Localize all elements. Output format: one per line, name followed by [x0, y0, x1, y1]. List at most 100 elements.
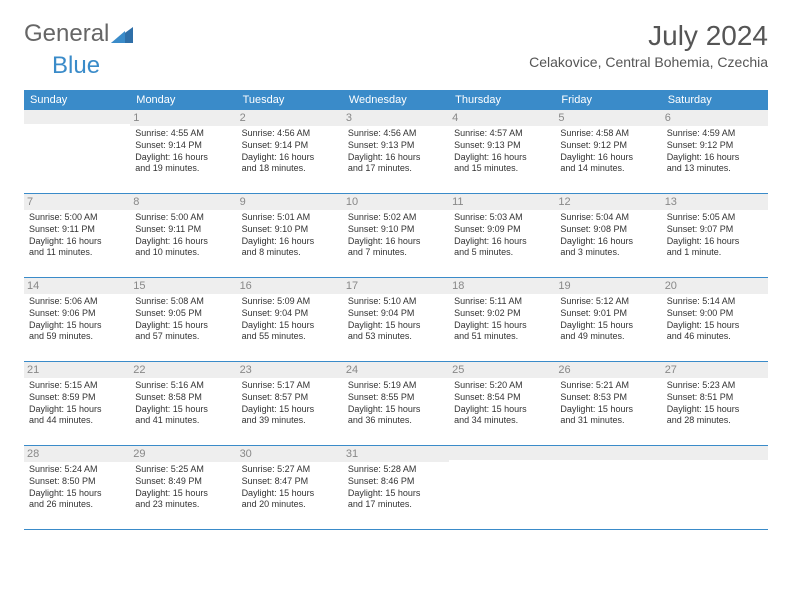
- sunset-text: Sunset: 9:13 PM: [348, 140, 444, 152]
- day-number: 27: [662, 362, 768, 378]
- daylight-text: and 53 minutes.: [348, 331, 444, 343]
- weekday-header: Sunday: [24, 90, 130, 110]
- daylight-text: Daylight: 15 hours: [242, 320, 338, 332]
- sunset-text: Sunset: 9:14 PM: [242, 140, 338, 152]
- daylight-text: and 41 minutes.: [135, 415, 231, 427]
- calendar-cell: 16Sunrise: 5:09 AMSunset: 9:04 PMDayligh…: [237, 278, 343, 362]
- sunset-text: Sunset: 9:04 PM: [348, 308, 444, 320]
- sunrise-text: Sunrise: 5:00 AM: [29, 212, 125, 224]
- daylight-text: and 7 minutes.: [348, 247, 444, 259]
- calendar-cell: 3Sunrise: 4:56 AMSunset: 9:13 PMDaylight…: [343, 110, 449, 194]
- calendar-cell: 27Sunrise: 5:23 AMSunset: 8:51 PMDayligh…: [662, 362, 768, 446]
- calendar-cell: 31Sunrise: 5:28 AMSunset: 8:46 PMDayligh…: [343, 446, 449, 530]
- daylight-text: Daylight: 15 hours: [667, 404, 763, 416]
- daylight-text: Daylight: 15 hours: [29, 488, 125, 500]
- daylight-text: Daylight: 15 hours: [348, 404, 444, 416]
- sunset-text: Sunset: 9:06 PM: [29, 308, 125, 320]
- daylight-text: Daylight: 16 hours: [560, 236, 656, 248]
- daylight-text: Daylight: 15 hours: [560, 404, 656, 416]
- day-number: 13: [662, 194, 768, 210]
- sunset-text: Sunset: 8:57 PM: [242, 392, 338, 404]
- daylight-text: Daylight: 16 hours: [454, 152, 550, 164]
- day-number: 9: [237, 194, 343, 210]
- daylight-text: and 3 minutes.: [560, 247, 656, 259]
- daylight-text: and 55 minutes.: [242, 331, 338, 343]
- calendar-cell: 1Sunrise: 4:55 AMSunset: 9:14 PMDaylight…: [130, 110, 236, 194]
- daylight-text: Daylight: 15 hours: [560, 320, 656, 332]
- day-number: 6: [662, 110, 768, 126]
- day-number: 21: [24, 362, 130, 378]
- sunrise-text: Sunrise: 5:25 AM: [135, 464, 231, 476]
- calendar-week-row: 28Sunrise: 5:24 AMSunset: 8:50 PMDayligh…: [24, 446, 768, 530]
- sunrise-text: Sunrise: 5:08 AM: [135, 296, 231, 308]
- sunrise-text: Sunrise: 4:56 AM: [348, 128, 444, 140]
- daylight-text: Daylight: 15 hours: [242, 404, 338, 416]
- calendar-cell: 15Sunrise: 5:08 AMSunset: 9:05 PMDayligh…: [130, 278, 236, 362]
- day-number: 29: [130, 446, 236, 462]
- day-number: 26: [555, 362, 661, 378]
- day-number: 22: [130, 362, 236, 378]
- sunrise-text: Sunrise: 5:15 AM: [29, 380, 125, 392]
- sunrise-text: Sunrise: 5:16 AM: [135, 380, 231, 392]
- calendar-cell: [24, 110, 130, 194]
- sunset-text: Sunset: 9:01 PM: [560, 308, 656, 320]
- daylight-text: and 10 minutes.: [135, 247, 231, 259]
- calendar-cell: 8Sunrise: 5:00 AMSunset: 9:11 PMDaylight…: [130, 194, 236, 278]
- sunset-text: Sunset: 8:51 PM: [667, 392, 763, 404]
- daylight-text: and 23 minutes.: [135, 499, 231, 511]
- calendar-week-row: 21Sunrise: 5:15 AMSunset: 8:59 PMDayligh…: [24, 362, 768, 446]
- sunset-text: Sunset: 9:04 PM: [242, 308, 338, 320]
- sunset-text: Sunset: 9:00 PM: [667, 308, 763, 320]
- daylight-text: and 15 minutes.: [454, 163, 550, 175]
- empty-day-header: [662, 446, 768, 460]
- day-number: 30: [237, 446, 343, 462]
- calendar-cell: 19 Sunrise: 5:12 AMSunset: 9:01 PMDayligh…: [555, 278, 661, 362]
- daylight-text: Daylight: 16 hours: [242, 152, 338, 164]
- calendar-week-row: 1Sunrise: 4:55 AMSunset: 9:14 PMDaylight…: [24, 110, 768, 194]
- calendar-cell: 25Sunrise: 5:20 AMSunset: 8:54 PMDayligh…: [449, 362, 555, 446]
- empty-day-header: [555, 446, 661, 460]
- weekday-header: Tuesday: [237, 90, 343, 110]
- day-number: 4: [449, 110, 555, 126]
- sunrise-text: Sunrise: 5:12 AM: [560, 296, 656, 308]
- sunrise-text: Sunrise: 5:17 AM: [242, 380, 338, 392]
- sunset-text: Sunset: 8:55 PM: [348, 392, 444, 404]
- daylight-text: and 5 minutes.: [454, 247, 550, 259]
- daylight-text: Daylight: 15 hours: [454, 320, 550, 332]
- sunrise-text: Sunrise: 5:04 AM: [560, 212, 656, 224]
- daylight-text: and 31 minutes.: [560, 415, 656, 427]
- title-block: July 2024 Celakovice, Central Bohemia, C…: [529, 20, 768, 70]
- calendar-cell: 29Sunrise: 5:25 AMSunset: 8:49 PMDayligh…: [130, 446, 236, 530]
- calendar-page: General July 2024 Celakovice, Central Bo…: [0, 0, 792, 550]
- sunset-text: Sunset: 8:59 PM: [29, 392, 125, 404]
- sunrise-text: Sunrise: 5:20 AM: [454, 380, 550, 392]
- daylight-text: Daylight: 15 hours: [454, 404, 550, 416]
- sunset-text: Sunset: 9:11 PM: [135, 224, 231, 236]
- logo-text-2: Blue: [52, 52, 100, 80]
- daylight-text: Daylight: 15 hours: [29, 404, 125, 416]
- day-number: 2: [237, 110, 343, 126]
- day-number: 10: [343, 194, 449, 210]
- sunset-text: Sunset: 9:09 PM: [454, 224, 550, 236]
- sunset-text: Sunset: 9:02 PM: [454, 308, 550, 320]
- sunset-text: Sunset: 9:12 PM: [560, 140, 656, 152]
- sunrise-text: Sunrise: 5:02 AM: [348, 212, 444, 224]
- calendar-week-row: 7Sunrise: 5:00 AMSunset: 9:11 PMDaylight…: [24, 194, 768, 278]
- sunset-text: Sunset: 9:07 PM: [667, 224, 763, 236]
- sunset-text: Sunset: 9:14 PM: [135, 140, 231, 152]
- daylight-text: Daylight: 16 hours: [348, 236, 444, 248]
- daylight-text: and 49 minutes.: [560, 331, 656, 343]
- sunset-text: Sunset: 8:53 PM: [560, 392, 656, 404]
- calendar-cell: 30Sunrise: 5:27 AMSunset: 8:47 PMDayligh…: [237, 446, 343, 530]
- sunrise-text: Sunrise: 5:05 AM: [667, 212, 763, 224]
- day-number: 19: [555, 278, 661, 294]
- calendar-cell: 26 Sunrise: 5:21 AMSunset: 8:53 PMDayligh…: [555, 362, 661, 446]
- sunset-text: Sunset: 9:13 PM: [454, 140, 550, 152]
- weekday-header: Thursday: [449, 90, 555, 110]
- sunset-text: Sunset: 9:10 PM: [348, 224, 444, 236]
- daylight-text: and 34 minutes.: [454, 415, 550, 427]
- daylight-text: and 57 minutes.: [135, 331, 231, 343]
- sunset-text: Sunset: 9:12 PM: [667, 140, 763, 152]
- sunrise-text: Sunrise: 5:21 AM: [560, 380, 656, 392]
- day-number: 3: [343, 110, 449, 126]
